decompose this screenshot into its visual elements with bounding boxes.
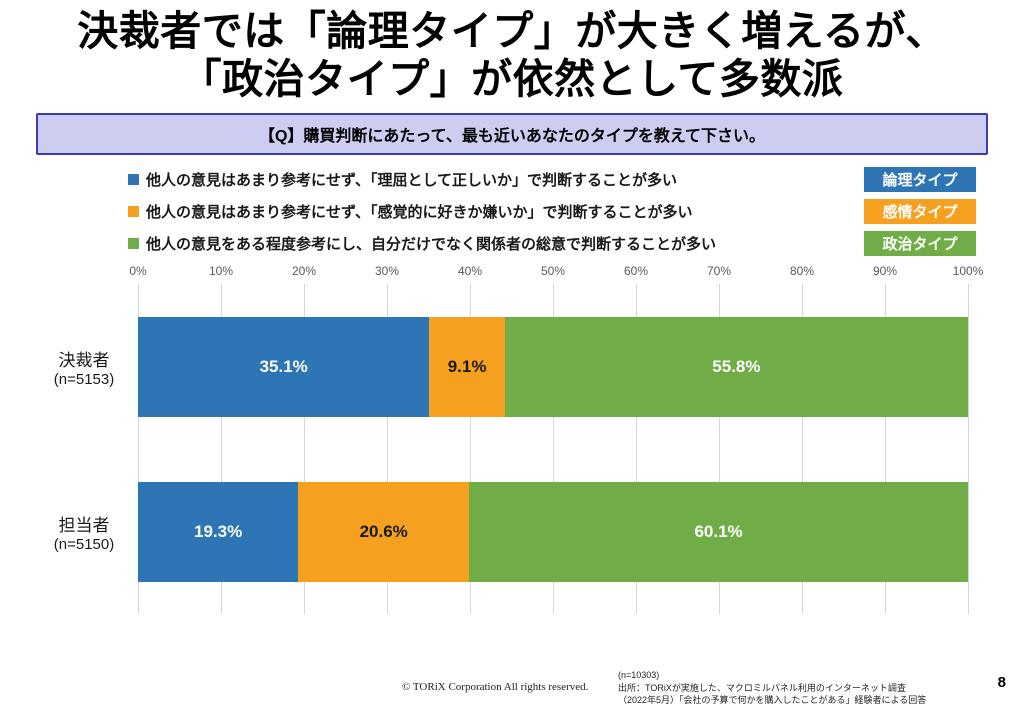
legend-type-badge: 感情タイプ: [864, 199, 976, 225]
bar-segment: 35.1%: [138, 316, 430, 417]
gridline: [304, 284, 305, 615]
bar-row: 19.3% 20.6% 60.1%: [138, 481, 968, 582]
axis-tick-label: 40%: [457, 264, 483, 279]
axis-tick-label: 20%: [291, 264, 317, 279]
gridline: [719, 284, 720, 615]
question-text: 【Q】購買判断にあたって、最も近いあなたのタイプを教えて下さい。: [258, 128, 766, 146]
source-line1: 出所：TORiXが実施した、マクロミルパネル利用のインターネット調査: [618, 682, 906, 693]
bar-segment: 20.6%: [298, 481, 470, 582]
bar-segment: 60.1%: [469, 481, 968, 582]
legend-label: 他人の意見はあまり参考にせず、「理屈として正しいか」で判断することが多い: [146, 172, 678, 190]
category-n: (n=5153): [53, 370, 115, 388]
legend-swatch: [128, 238, 139, 250]
axis-tick-label: 90%: [872, 264, 898, 279]
axis-tick-label: 30%: [374, 264, 400, 279]
legend-swatch: [128, 174, 139, 186]
legend-item: 他人の意見はあまり参考にせず、「理屈として正しいか」で判断することが多い 論理タイ…: [128, 167, 976, 193]
bar-segment: 19.3%: [138, 481, 299, 582]
legend-swatch: [128, 206, 139, 218]
category-name: 決裁者: [58, 350, 110, 370]
plot-area: 35.1% 9.1% 55.8% 19.3% 20.6% 60.1%: [138, 284, 969, 615]
chart-body: 決裁者 (n=5153) 担当者 (n=5150) 35.1% 9.1% 55.8% 19.…: [30, 284, 969, 615]
gridline: [802, 284, 803, 615]
legend-item: 他人の意見をある程度参考にし、自分だけでなく関係者の総意で判断することが多い 政治…: [128, 231, 976, 257]
title-line1: 決裁者では「論理タイプ」が大きく増えるが、: [77, 8, 947, 54]
legend-label: 他人の意見はあまり参考にせず、「感覚的に好きか嫌いか」で判断することが多い: [146, 204, 693, 222]
question-box: 【Q】購買判断にあたって、最も近いあなたのタイプを教えて下さい。: [36, 113, 988, 156]
gridline: [221, 284, 222, 615]
axis-tick-label: 60%: [623, 264, 649, 279]
copyright-text: © TORiX Corporation All rights reserved.: [402, 681, 589, 693]
gridline: [885, 284, 886, 615]
bar-row: 35.1% 9.1% 55.8%: [138, 316, 968, 417]
gridline: [553, 284, 554, 615]
axis-tick-label: 100%: [952, 264, 984, 279]
legend-type-badge: 論理タイプ: [864, 167, 976, 193]
legend-label: 他人の意見をある程度参考にし、自分だけでなく関係者の総意で判断することが多い: [146, 236, 717, 254]
gridlines: [138, 284, 969, 615]
bar-segment: 55.8%: [504, 316, 968, 417]
gridline: [636, 284, 637, 615]
axis-tick-label: 70%: [706, 264, 732, 279]
page-number: 8: [997, 674, 1006, 691]
source-line2: （2022年5月）「会社の予算で何かを購入したことがある」経験者による回答: [618, 695, 927, 706]
source-note: (n=10303) 出所：TORiXが実施した、マクロミルパネル利用のインターネ…: [618, 669, 926, 707]
gridline: [470, 284, 471, 615]
axis-tick-label: 10%: [208, 264, 234, 279]
legend-type-badge: 政治タイプ: [864, 231, 976, 257]
footer: © TORiX Corporation All rights reserved.…: [0, 655, 1024, 715]
category-labels: 決裁者 (n=5153) 担当者 (n=5150): [30, 284, 138, 614]
legend-item: 他人の意見はあまり参考にせず、「感覚的に好きか嫌いか」で判断することが多い 感情タ…: [128, 199, 976, 225]
slide: 決裁者では「論理タイプ」が大きく増えるが、 「政治タイプ」が依然として多数派 【…: [0, 8, 1024, 705]
category-label: 担当者 (n=5150): [30, 482, 138, 582]
category-name: 担当者: [58, 515, 110, 535]
stacked-bar-chart: 0% 10% 20% 30% 40% 50% 60% 70% 80% 90% 100% 決裁者 (n=…: [30, 264, 983, 615]
slide-title: 決裁者では「論理タイプ」が大きく増えるが、 「政治タイプ」が依然として多数派: [0, 8, 1024, 103]
gridline: [968, 284, 969, 615]
title-line2: 「政治タイプ」が依然として多数派: [180, 55, 844, 102]
bars: 35.1% 9.1% 55.8% 19.3% 20.6% 60.1%: [138, 284, 968, 614]
axis-tick-label: 0%: [129, 264, 147, 279]
legend: 他人の意見はあまり参考にせず、「理屈として正しいか」で判断することが多い 論理タイ…: [128, 167, 976, 257]
n-total: (n=10303): [618, 670, 660, 681]
category-n: (n=5150): [53, 535, 115, 553]
category-label: 決裁者 (n=5153): [30, 317, 138, 417]
bar-segment: 9.1%: [429, 316, 505, 417]
axis-tick-label: 50%: [540, 264, 566, 279]
gridline: [138, 284, 139, 615]
gridline: [387, 284, 388, 615]
x-axis: 0% 10% 20% 30% 40% 50% 60% 70% 80% 90% 100%: [129, 264, 983, 284]
axis-tick-label: 80%: [789, 264, 815, 279]
